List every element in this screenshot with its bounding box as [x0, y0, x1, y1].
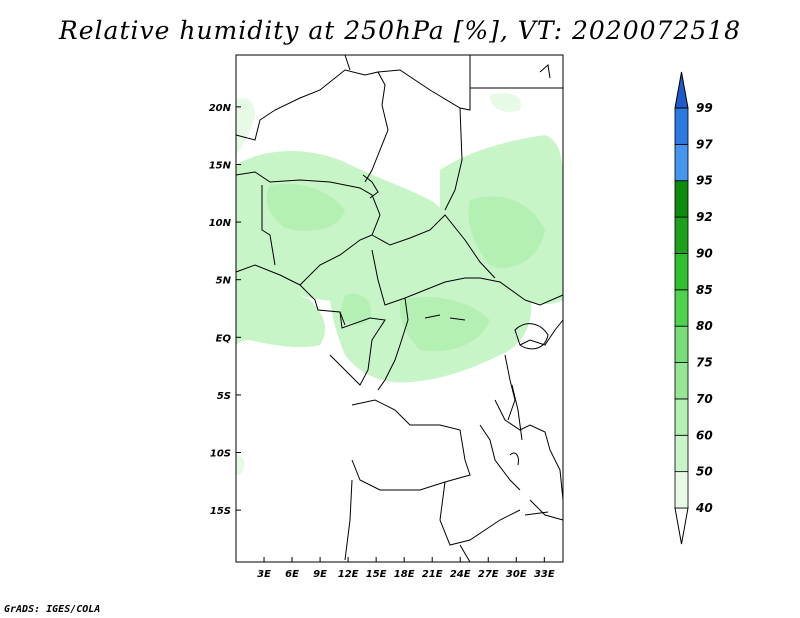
map-title: Relative humidity at 250hPa [%], VT: 202…	[58, 16, 742, 45]
colorbar-level-label: 92	[696, 210, 713, 224]
colorbar-box	[674, 398, 689, 436]
colorbar-box	[674, 107, 689, 145]
longitude-tick-labels: 3E 6E 9E 12E 15E 18E 21E 24E 27E 30E 33E	[257, 557, 555, 580]
lat-tick-label: 10S	[210, 449, 231, 460]
lon-tick-label: 18E	[394, 569, 415, 580]
colorbar-level-label: 50	[696, 465, 713, 479]
lat-tick-label: 20N	[209, 103, 232, 114]
colorbar-level-label: 80	[696, 319, 713, 333]
colorbar-box	[674, 253, 689, 291]
colorbar-level-label: 97	[696, 137, 713, 151]
colorbar-level-label: 75	[696, 356, 713, 370]
colorbar-box	[674, 362, 689, 400]
lat-tick-label: 5N	[216, 276, 232, 287]
colorbar-box	[674, 143, 689, 182]
colorbar-level-label: 70	[696, 392, 713, 406]
lon-tick-label: 27E	[478, 569, 499, 580]
colorbar-box	[674, 289, 689, 327]
colorbar-level-label: 99	[696, 101, 713, 115]
lon-tick-label: 15E	[366, 569, 387, 580]
lakes	[424, 314, 549, 516]
lon-tick-label: 30E	[506, 569, 527, 580]
lat-tick-label: 15S	[210, 506, 231, 517]
lat-tick-label: 5S	[217, 391, 231, 402]
colorbar-level-label: 85	[696, 283, 713, 297]
colorbar-level-label: 90	[696, 246, 713, 260]
colorbar-box	[674, 180, 689, 218]
lon-tick-label: 3E	[257, 569, 271, 580]
grads-credit: GrADS: IGES/COLA	[4, 604, 101, 615]
country-boundaries	[235, 54, 564, 563]
latitude-tick-labels: 20N 15N 10N 5N EQ 5S 10S 15S	[209, 103, 241, 517]
colorbar-lower-triangle	[674, 507, 689, 545]
colorbar-level-label: 95	[696, 174, 713, 188]
colorbar: 40 50 60 70 75 80 85 90 92 95 97 99	[674, 71, 713, 545]
lat-tick-label: 15N	[209, 160, 232, 171]
lat-tick-label: EQ	[216, 333, 232, 344]
colorbar-level-label: 40	[695, 501, 713, 515]
colorbar-level-label: 60	[696, 428, 713, 442]
colorbar-upper-triangle	[674, 71, 689, 109]
lon-tick-label: 33E	[534, 569, 555, 580]
lon-tick-label: 9E	[313, 569, 327, 580]
lon-tick-label: 24E	[450, 569, 471, 580]
lat-tick-label: 10N	[209, 218, 232, 229]
map-frame	[235, 54, 564, 563]
colorbar-box	[674, 216, 689, 254]
colorbar-box	[674, 434, 689, 473]
lon-tick-label: 12E	[338, 569, 359, 580]
colorbar-box	[674, 325, 689, 363]
lon-tick-label: 6E	[285, 569, 299, 580]
humidity-shading	[236, 93, 563, 475]
colorbar-box	[674, 471, 689, 509]
lon-tick-label: 21E	[422, 569, 443, 580]
